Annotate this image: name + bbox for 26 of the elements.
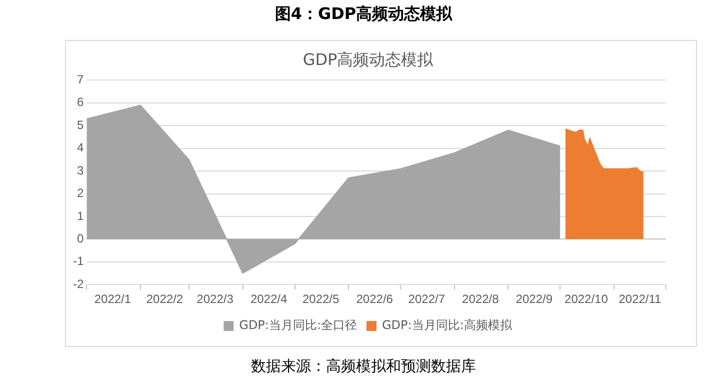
y-tick-label: 5 — [76, 118, 84, 132]
x-tick-label: 2022/5 — [302, 292, 340, 306]
legend-label: GDP:当月同比:高频模拟 — [382, 318, 513, 332]
x-tick-label: 2022/7 — [408, 292, 446, 306]
source-note: 数据来源：高频模拟和预测数据库 — [250, 357, 477, 376]
y-tick-label: 4 — [76, 140, 84, 155]
x-tick-label: 2022/4 — [250, 292, 288, 306]
y-tick-label: 2 — [76, 186, 84, 200]
y-tick-label: 6 — [76, 95, 84, 110]
x-tick-label: 2022/9 — [516, 292, 553, 306]
y-tick-label: -1 — [73, 254, 84, 268]
y-tick-label: -2 — [73, 276, 84, 291]
y-tick-label: 1 — [76, 208, 84, 223]
x-tick-label: 2022/8 — [462, 292, 500, 306]
x-tick-label: 2022/2 — [146, 292, 184, 306]
chart-title: 图4：GDP高频动态模拟 — [274, 4, 454, 25]
y-tick-label: 7 — [76, 72, 84, 87]
chart-subtitle: GDP高频动态模拟 — [302, 50, 434, 69]
legend-label: GDP:当月同比:全口径 — [239, 318, 358, 332]
x-tick-label: 2022/11 — [618, 292, 662, 306]
x-tick-label: 2022/10 — [564, 292, 608, 306]
y-tick-label: 0 — [76, 231, 84, 246]
x-tick-label: 2022/3 — [196, 292, 234, 306]
y-tick-label: 3 — [76, 163, 84, 178]
x-tick-label: 2022/1 — [94, 292, 132, 306]
x-tick-label: 2022/6 — [356, 292, 394, 306]
